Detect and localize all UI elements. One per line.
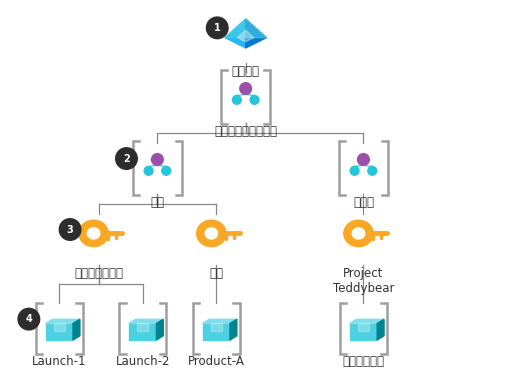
Text: 運用: 運用 [150, 196, 165, 209]
Ellipse shape [151, 154, 164, 165]
Polygon shape [73, 319, 80, 340]
Ellipse shape [79, 220, 108, 247]
Polygon shape [137, 323, 148, 331]
Polygon shape [225, 19, 266, 38]
Polygon shape [211, 323, 222, 331]
Ellipse shape [206, 17, 228, 39]
Ellipse shape [353, 228, 365, 239]
Text: 製品: 製品 [210, 267, 223, 280]
Ellipse shape [240, 83, 251, 95]
Polygon shape [45, 323, 73, 340]
Ellipse shape [368, 166, 377, 175]
Text: ルート管理グループ: ルート管理グループ [214, 125, 277, 138]
Polygon shape [156, 319, 164, 340]
Text: Product-A: Product-A [188, 355, 245, 368]
Text: テナント: テナント [231, 65, 260, 77]
Ellipse shape [250, 95, 259, 104]
Text: ネットワーク: ネットワーク [342, 355, 384, 368]
Ellipse shape [87, 228, 100, 239]
Ellipse shape [350, 166, 359, 175]
Polygon shape [350, 323, 377, 340]
Text: Launch-2: Launch-2 [115, 355, 170, 368]
Ellipse shape [162, 166, 171, 175]
Polygon shape [202, 323, 230, 340]
Ellipse shape [18, 308, 40, 330]
Text: Launch-1: Launch-1 [32, 355, 86, 368]
Ellipse shape [358, 154, 369, 165]
Ellipse shape [144, 166, 153, 175]
Polygon shape [129, 319, 164, 323]
Text: 2: 2 [123, 154, 130, 163]
Text: 非運用: 非運用 [353, 196, 374, 209]
Ellipse shape [233, 95, 241, 104]
Text: 3: 3 [67, 224, 74, 235]
Text: マーケティング: マーケティング [74, 267, 123, 280]
Text: Project
Teddybear: Project Teddybear [333, 267, 394, 295]
Ellipse shape [344, 220, 373, 247]
Ellipse shape [115, 148, 137, 169]
Ellipse shape [197, 220, 226, 247]
Polygon shape [45, 319, 80, 323]
Polygon shape [358, 323, 369, 331]
Polygon shape [129, 323, 156, 340]
Text: 4: 4 [26, 314, 32, 324]
Text: 1: 1 [214, 23, 221, 33]
Polygon shape [230, 319, 237, 340]
Polygon shape [246, 19, 266, 48]
Polygon shape [238, 30, 254, 42]
Polygon shape [54, 323, 65, 331]
Polygon shape [202, 319, 237, 323]
Ellipse shape [205, 228, 218, 239]
Polygon shape [377, 319, 384, 340]
Ellipse shape [59, 219, 81, 240]
Polygon shape [225, 19, 246, 48]
Polygon shape [350, 319, 384, 323]
